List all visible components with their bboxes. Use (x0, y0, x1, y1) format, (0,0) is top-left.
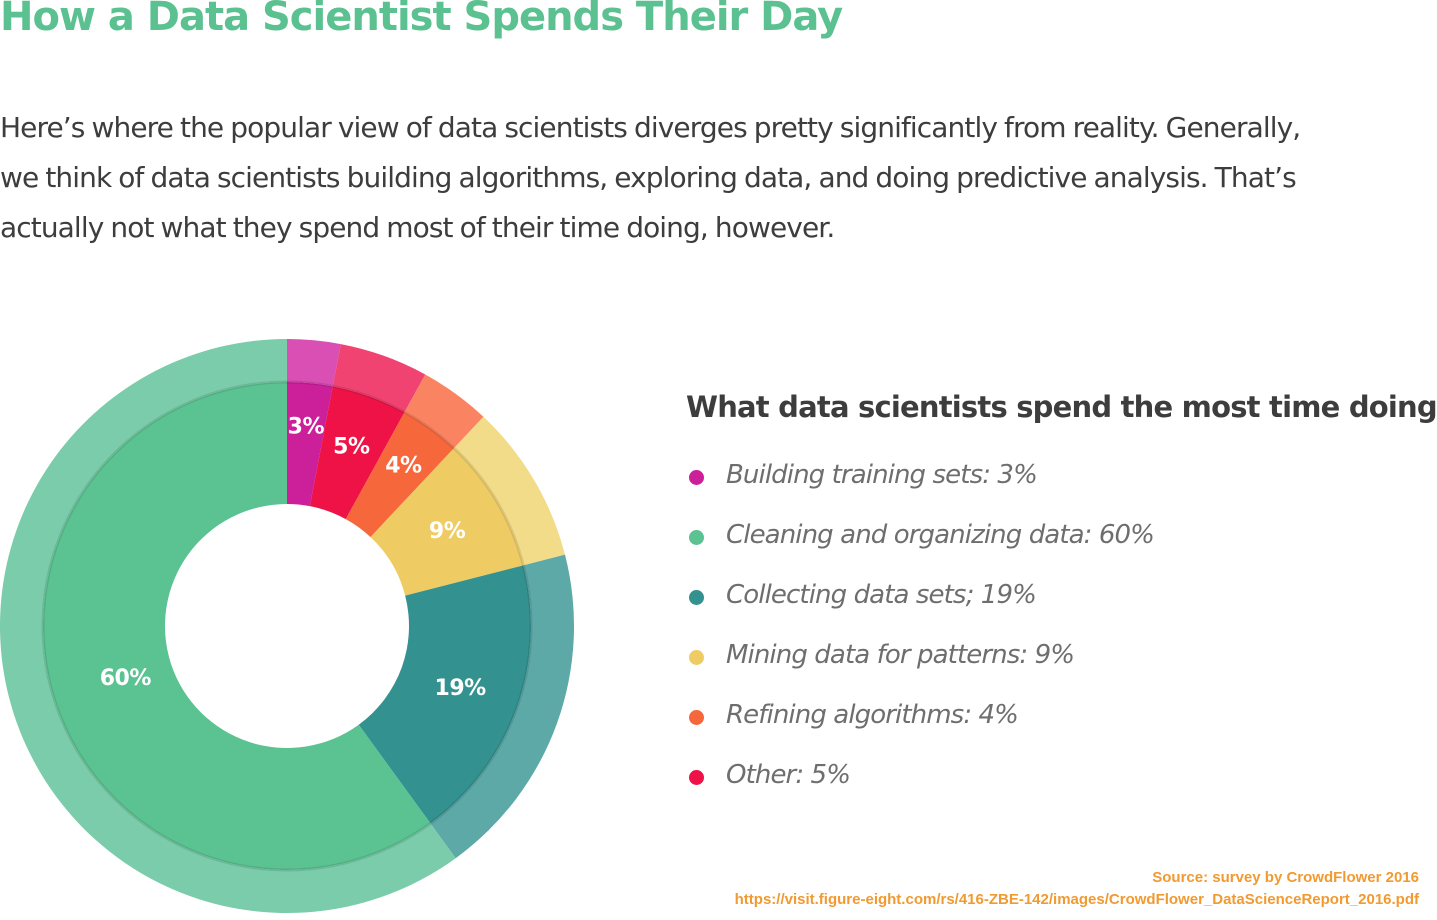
outer-ring-refining-algorithms (404, 374, 484, 449)
slice-building-training-sets (287, 382, 333, 507)
legend-item-collecting-data-sets: Collecting data sets; 19% (686, 580, 1426, 650)
legend-label: Collecting data sets; 19% (726, 580, 1037, 610)
legend-item-building-training-sets: Building training sets: 3% (686, 460, 1426, 530)
legend-label: Refining algorithms: 4% (726, 700, 1019, 730)
data-label-mining-data-for-patterns: 9% (429, 519, 466, 544)
legend-label: Mining data for patterns: 9% (726, 640, 1075, 670)
source-note: Source: survey by CrowdFlower 2016 https… (735, 867, 1419, 911)
legend-label: Other: 5% (726, 760, 851, 790)
legend-item-refining-algorithms: Refining algorithms: 4% (686, 700, 1426, 770)
data-label-building-training-sets: 3% (288, 414, 325, 439)
legend-swatch (689, 530, 704, 545)
legend-label: Cleaning and organizing data: 60% (726, 520, 1155, 550)
intro-paragraph: Here’s where the popular view of data sc… (0, 103, 1437, 253)
chart-title: What data scientists spend the most time… (686, 390, 1437, 424)
outer-ring-mining-data-for-patterns (454, 416, 565, 566)
donut-chart: 3% 5% 4% 9% 19% 60% (0, 339, 574, 913)
slice-collecting-data-sets (358, 565, 531, 824)
slice-cleaning-and-organizing-data (42, 382, 431, 871)
legend-swatch (689, 590, 704, 605)
source-credit: Source: survey by CrowdFlower 2016 (1152, 869, 1419, 886)
intro-line: actually not what they spend most of the… (0, 211, 835, 244)
outer-ring-other (332, 344, 426, 413)
page-title: How a Data Scientist Spends Their Day (0, 0, 843, 40)
legend-item-mining-data-for-patterns: Mining data for patterns: 9% (686, 640, 1426, 710)
legend-item-cleaning-and-organizing-data: Cleaning and organizing data: 60% (686, 520, 1426, 590)
outer-ring-cleaning-and-organizing-data (0, 339, 456, 913)
legend-list: Building training sets: 3% Cleaning and o… (686, 460, 1426, 830)
intro-line: we think of data scientists building alg… (0, 161, 1297, 194)
slice-refining-algorithms (345, 412, 455, 538)
legend-swatch (689, 710, 704, 725)
slice-mining-data-for-patterns (370, 448, 524, 596)
slice-other (309, 386, 405, 520)
data-label-cleaning-and-organizing-data: 60% (100, 666, 152, 691)
data-label-refining-algorithms: 4% (385, 453, 422, 478)
data-label-collecting-data-sets: 19% (435, 676, 487, 701)
intro-line: Here’s where the popular view of data sc… (0, 111, 1301, 144)
source-url[interactable]: https://visit.figure-eight.com/rs/416-ZB… (734, 891, 1419, 908)
outer-ring-building-training-sets (287, 339, 341, 387)
legend-label: Building training sets: 3% (726, 460, 1038, 490)
legend-item-other: Other: 5% (686, 760, 1426, 830)
legend-swatch (689, 470, 704, 485)
ring-separator (41, 380, 533, 872)
legend-swatch (689, 650, 704, 665)
data-label-other: 5% (333, 435, 370, 460)
outer-ring-collecting-data-sets (430, 554, 574, 859)
chart-legend: What data scientists spend the most time… (686, 390, 1437, 830)
legend-swatch (689, 770, 704, 785)
